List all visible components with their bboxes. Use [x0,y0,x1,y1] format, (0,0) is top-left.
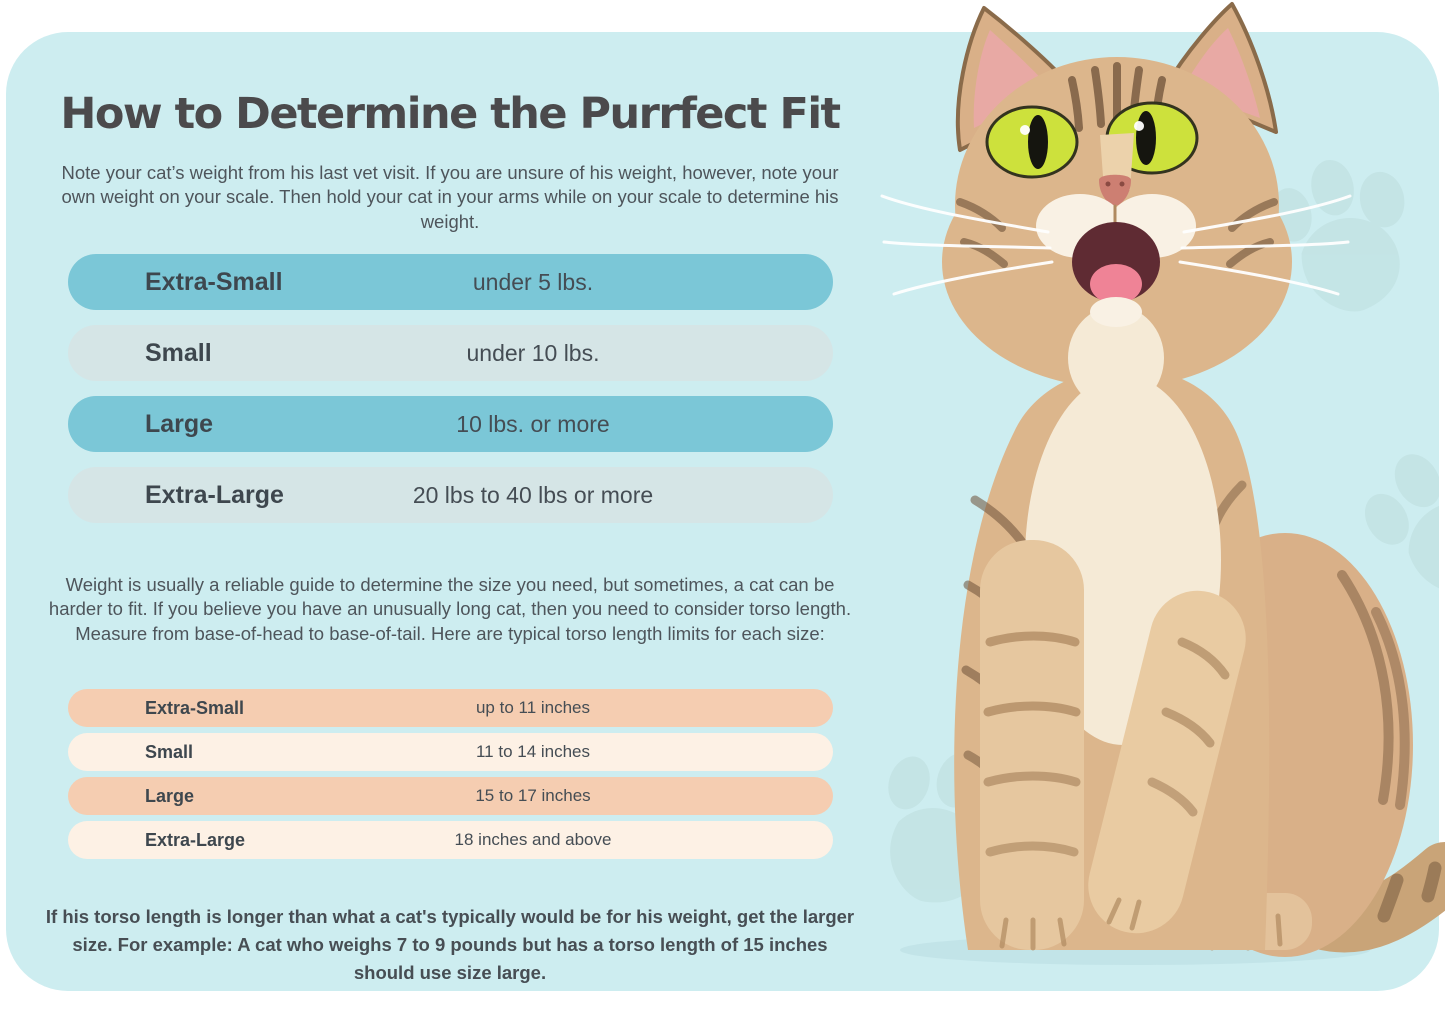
weight-row-extra-large: Extra-Large 20 lbs to 40 lbs or more [68,467,833,523]
cat-head [880,2,1352,410]
size-value: 18 inches and above [454,830,612,849]
size-label: Extra-Small [145,697,245,718]
paw-print-icon [1364,454,1439,594]
paw-print-icon [1270,159,1405,312]
torso-paragraph: Weight is usually a reliable guide to de… [48,573,852,644]
size-label: Small [145,338,212,367]
size-label: Large [145,785,195,806]
torso-row-extra-large: Extra-Large 18 inches and above [68,821,833,859]
size-label: Extra-Large [145,829,246,850]
size-label: Extra-Large [145,480,284,509]
weight-row-large: Large 10 lbs. or more [68,396,833,452]
size-label: Extra-Small [145,267,283,296]
size-value: under 10 lbs. [466,339,600,366]
intro-paragraph: Note your cat’s weight from his last vet… [61,161,839,232]
tabby-cat-illustration [880,2,1445,965]
size-value: under 5 lbs. [472,268,594,295]
weight-row-extra-small: Extra-Small under 5 lbs. [68,254,833,310]
footer-paragraph: If his torso length is longer than what … [45,905,855,983]
torso-row-large: Large 15 to 17 inches [68,777,833,815]
torso-row-small: Small 11 to 14 inches [68,733,833,771]
size-value: 20 lbs to 40 lbs or more [412,481,654,508]
page-title: How to Determine the Purrfect Fit [60,88,841,139]
size-value: up to 11 inches [475,698,591,717]
size-label: Small [145,741,194,762]
weight-row-small: Small under 10 lbs. [68,325,833,381]
size-value: 15 to 17 inches [475,786,591,805]
size-label: Large [145,409,214,438]
tabby-cat-photo [880,0,1445,1005]
size-value: 10 lbs. or more [456,410,610,437]
torso-row-extra-small: Extra-Small up to 11 inches [68,689,833,727]
size-value: 11 to 14 inches [475,742,591,761]
